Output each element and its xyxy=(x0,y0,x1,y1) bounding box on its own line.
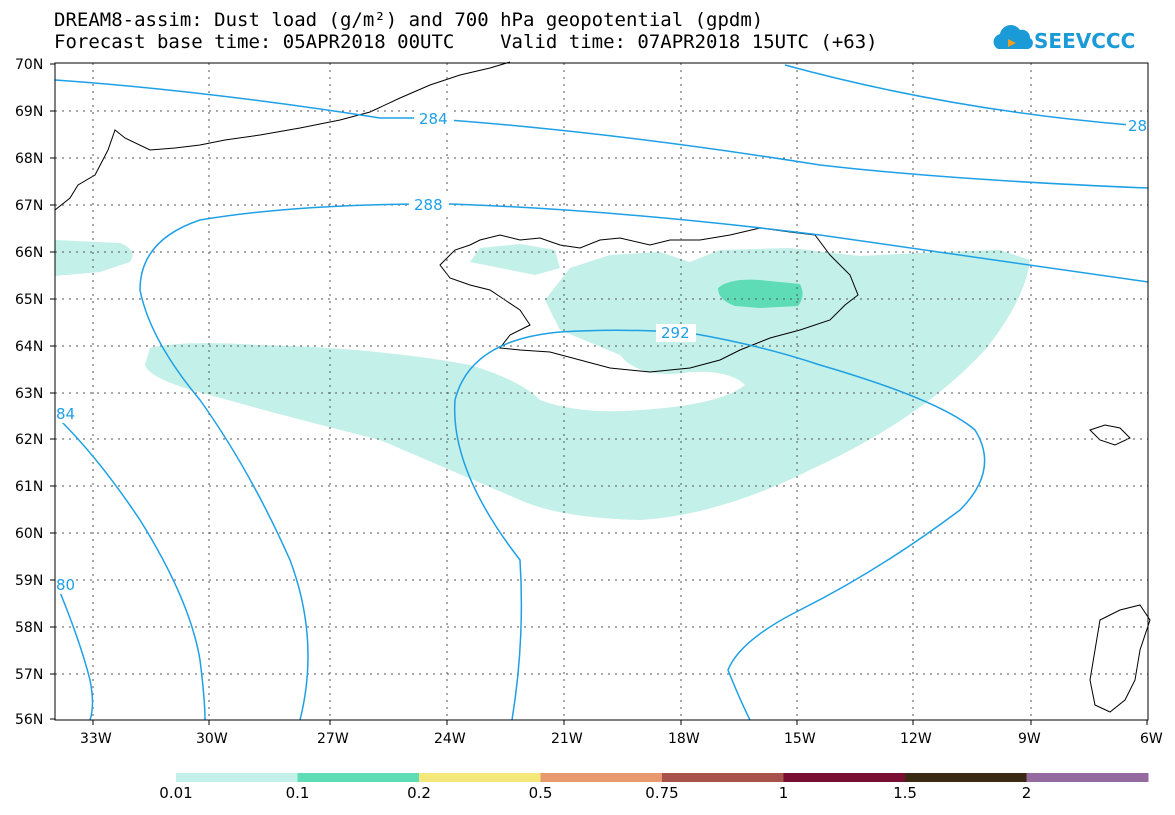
lat-label: 58N xyxy=(15,620,43,636)
colorbar-tick-label: 0.01 xyxy=(159,784,193,802)
map-subtitle: Forecast base time: 05APR2018 00UTC Vali… xyxy=(54,31,878,53)
lat-label: 61N xyxy=(15,479,43,495)
colorbar-tick-label: 2 xyxy=(1021,784,1032,802)
lat-label: 66N xyxy=(15,245,43,261)
lon-label: 15W xyxy=(784,731,816,747)
colorbar-tick-label: 0.2 xyxy=(407,784,431,802)
logo-text: SEEVCCC xyxy=(1034,29,1135,53)
map-title: DREAM8-assim: Dust load (g/m²) and 700 h… xyxy=(54,9,764,31)
lat-label: 57N xyxy=(15,667,43,683)
dust-area-west-strip xyxy=(55,240,133,276)
colorbar-swatch xyxy=(297,773,420,782)
lat-label: 67N xyxy=(15,198,43,214)
lon-label: 18W xyxy=(668,731,700,747)
faroe-islands xyxy=(1089,424,1131,446)
scotland-coast xyxy=(1089,604,1151,713)
lon-label: 21W xyxy=(551,731,583,747)
contour-284-west xyxy=(59,419,206,721)
lat-label: 60N xyxy=(15,526,43,542)
contour-280-west xyxy=(54,579,94,721)
colorbar-tick-label: 0.75 xyxy=(645,784,679,802)
contour-label-84-west: 84 xyxy=(56,405,75,423)
latitude-labels: 70N 69N 68N 67N 66N 65N 64N 63N 62N 61N … xyxy=(15,57,43,728)
contour-292 xyxy=(453,329,986,721)
dust-area-main xyxy=(145,248,1030,520)
geopotential-contours xyxy=(54,64,1149,721)
seevccc-logo: SEEVCCC xyxy=(993,25,1135,53)
contour-label-80-west: 80 xyxy=(56,576,75,594)
cloud-icon xyxy=(993,25,1033,49)
colorbar-swatch xyxy=(662,773,784,782)
lat-label: 64N xyxy=(15,339,43,355)
lat-label: 69N xyxy=(15,104,43,120)
colorbar-swatch xyxy=(176,773,298,782)
lat-label: 70N xyxy=(15,57,43,73)
colorbar xyxy=(176,773,1149,782)
lat-label: 59N xyxy=(15,573,43,589)
lon-label: 12W xyxy=(900,731,932,747)
lon-label: 24W xyxy=(434,731,466,747)
contour-288 xyxy=(139,203,1149,721)
colorbar-tick-label: 0.1 xyxy=(285,784,310,802)
axis-ticks xyxy=(50,63,1148,725)
lon-label: 9W xyxy=(1018,731,1041,747)
dust-area-moderate xyxy=(718,279,803,308)
lon-label: 27W xyxy=(317,731,349,747)
colorbar-swatch xyxy=(1026,773,1149,782)
lat-label: 63N xyxy=(15,386,43,402)
contour-label-292: 292 xyxy=(661,324,690,342)
dust-load-shading xyxy=(55,240,1030,520)
contour-label-288: 288 xyxy=(414,196,443,214)
colorbar-tick-label: 0.5 xyxy=(528,784,553,802)
iceland-coast xyxy=(439,227,859,373)
lat-label: 65N xyxy=(15,292,43,308)
graticule xyxy=(55,63,1148,720)
colorbar-swatch xyxy=(905,773,1027,782)
contour-28-top-right xyxy=(784,64,1131,126)
coastlines xyxy=(54,61,1151,713)
colorbar-tick-label: 1.5 xyxy=(893,784,917,802)
map-frame xyxy=(54,62,1149,721)
dust-area-iceland-west xyxy=(470,244,560,275)
colorbar-tick-label: 1 xyxy=(778,784,789,802)
contour-label-28-east: 28 xyxy=(1128,117,1147,135)
lon-label: 30W xyxy=(196,731,228,747)
contour-labels: 284 288 292 28 84 80 xyxy=(55,110,1148,594)
greenland-coast xyxy=(54,61,511,211)
contour-label-284: 284 xyxy=(419,110,448,128)
lon-label: 33W xyxy=(80,731,112,747)
lat-label: 62N xyxy=(15,432,43,448)
colorbar-swatch xyxy=(540,773,663,782)
colorbar-swatch xyxy=(783,773,906,782)
lon-label: 6W xyxy=(1140,731,1163,747)
colorbar-swatch xyxy=(419,773,541,782)
contour-284 xyxy=(54,79,1149,189)
lat-label: 56N xyxy=(15,712,43,728)
lat-label: 68N xyxy=(15,151,43,167)
longitude-labels: 33W 30W 27W 24W 21W 18W 15W 12W 9W 6W xyxy=(80,731,1163,747)
